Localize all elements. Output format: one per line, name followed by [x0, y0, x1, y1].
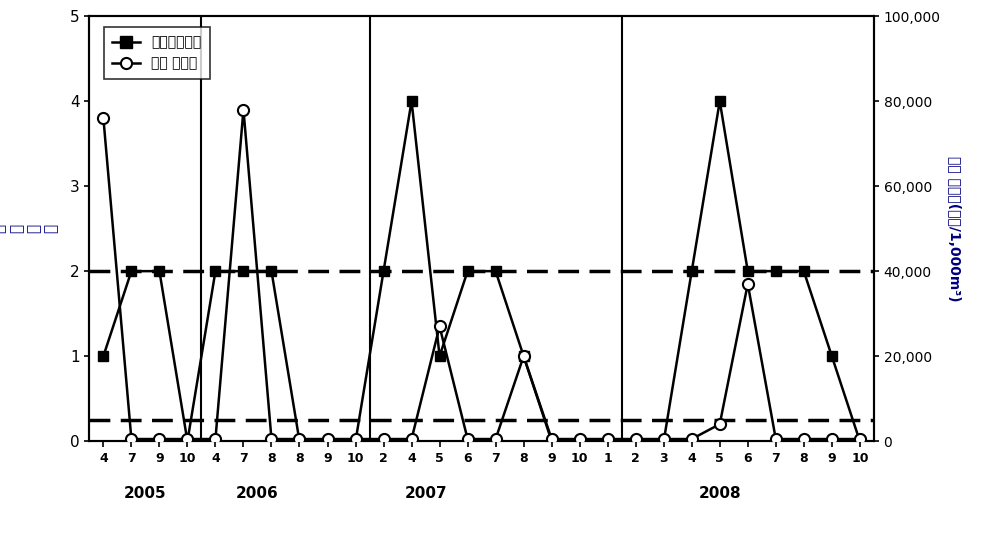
- Text: 2008: 2008: [698, 486, 741, 500]
- Y-axis label: 수
류
군
분
현
출: 수 류 군 분 현 출: [0, 224, 59, 233]
- Text: 2005: 2005: [124, 486, 167, 500]
- Text: 2006: 2006: [236, 486, 279, 500]
- Y-axis label: 평균 출현량(개체/1,000m³): 평균 출현량(개체/1,000m³): [947, 156, 961, 301]
- Legend: 출현분류군수, 평균 출현량: 출현분류군수, 평균 출현량: [104, 27, 210, 79]
- Text: 2007: 2007: [404, 486, 447, 500]
